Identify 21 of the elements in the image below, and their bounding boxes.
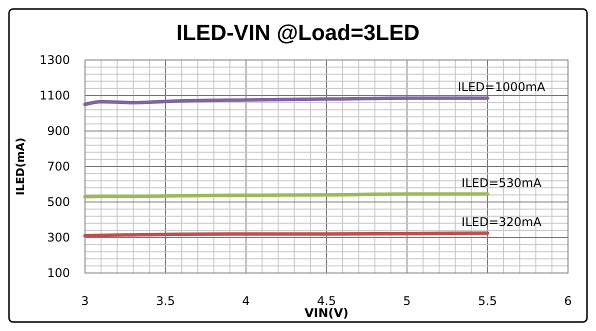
x-tick-label: 5 [403, 294, 411, 308]
y-tick-label: 100 [47, 266, 70, 280]
x-tick-label: 4 [242, 294, 250, 308]
series-label: ILED=1000mA [458, 80, 546, 94]
x-tick-label: 5.5 [478, 294, 498, 308]
y-tick-label: 1300 [39, 53, 70, 67]
y-tick-label: 900 [47, 124, 70, 138]
series-label: ILED=530mA [462, 176, 542, 190]
y-tick-label: 300 [47, 230, 70, 244]
x-axis-title: VIN(V) [304, 306, 349, 320]
y-axis-title: ILED(mA) [14, 138, 27, 196]
series-label: ILED=320mA [462, 215, 542, 230]
x-tick-label: 3 [81, 294, 89, 308]
x-tick-label: 6 [564, 294, 572, 308]
line-series [83, 96, 490, 106]
x-tick-label: 4.5 [316, 294, 336, 308]
x-tick-label: 3.5 [156, 294, 176, 308]
y-tick-label: 500 [47, 195, 70, 209]
chart-title: ILED-VIN @Load=3LED [176, 20, 420, 45]
y-tick-label: 1100 [39, 88, 70, 102]
y-tick-label: 700 [47, 160, 70, 174]
